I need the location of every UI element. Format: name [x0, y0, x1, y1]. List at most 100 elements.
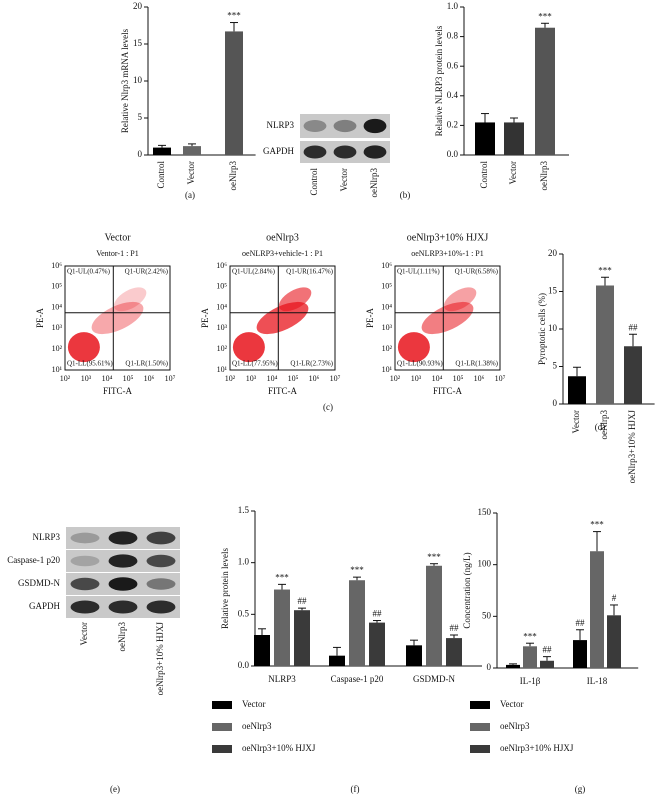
legend-label: oeNlrp3 [242, 721, 272, 731]
x-tick-label: 10⁵ [123, 374, 134, 383]
blot-band [146, 600, 176, 614]
y-tick-label: 20 [548, 248, 558, 258]
x-tick-label: 10³ [411, 374, 422, 383]
blot-lane-label: Vector [79, 622, 89, 646]
y-tick-label: 150 [478, 507, 492, 517]
x-tick-label: 10⁷ [330, 374, 341, 383]
blot-band [333, 145, 357, 159]
x-tick-label: Caspase-1 p20 [331, 674, 384, 684]
quadrant-label: Q1-UL(0.47%) [67, 268, 111, 276]
flow-subtitle: Ventor-1 : P1 [96, 249, 139, 258]
bar [406, 645, 422, 666]
blot-band [146, 531, 176, 545]
y-tick-label: 0 [553, 398, 558, 408]
y-tick-label: 10¹ [217, 365, 228, 374]
legend-label: oeNlrp3 [500, 721, 530, 731]
x-axis-label: FITC-A [103, 386, 133, 396]
bar [446, 638, 462, 666]
blot-row-label: GAPDH [263, 146, 295, 156]
y-axis-label: PE-A [35, 308, 45, 329]
x-tick-label: 10² [60, 374, 71, 383]
blot-row-label: Caspase-1 p20 [7, 555, 60, 565]
y-tick-label: 15 [548, 286, 558, 296]
panel-label: (e) [110, 784, 120, 794]
y-tick-label: 10¹ [382, 365, 393, 374]
y-tick-label: 10⁶ [51, 261, 62, 270]
x-tick-label: Control [479, 161, 489, 189]
legend-swatch [212, 701, 232, 709]
event-cloud [232, 332, 265, 363]
quadrant-label: Q1-LL(95.61%) [67, 360, 113, 368]
blot-lane-label: oeNlrp3+10% HJXJ [155, 622, 165, 696]
blot-band [70, 600, 100, 614]
quadrant-label: Q1-LL(90.93%) [397, 360, 443, 368]
event-cloud [278, 287, 312, 312]
flow-frame [229, 265, 336, 371]
x-tick-label: 10² [390, 374, 401, 383]
blot-lane-label: oeNlrp3 [369, 168, 379, 198]
y-tick-label: 10¹ [52, 365, 63, 374]
significance-label: # [612, 593, 617, 603]
bar [624, 346, 642, 404]
bar [573, 640, 587, 668]
x-tick-label: Vector [186, 161, 196, 185]
significance-label: *** [427, 552, 441, 562]
blot-row-label: GAPDH [29, 601, 61, 611]
y-tick-label: 1.0 [447, 1, 459, 11]
bar [504, 122, 524, 155]
significance-label: *** [538, 11, 552, 21]
x-tick-label: 10⁴ [432, 374, 443, 383]
y-axis-label: Relative NLRP3 protein levels [434, 25, 444, 136]
blot-band [303, 120, 327, 132]
y-axis-label: Relative Nlrp3 mRNA levels [120, 28, 130, 133]
bar [225, 31, 243, 156]
y-tick-label: 10⁵ [51, 282, 62, 291]
significance-label: ## [629, 322, 639, 332]
x-tick-label: 10³ [246, 374, 257, 383]
y-axis-label: Concentration (ng/L) [462, 552, 472, 628]
x-tick-label: 10³ [81, 374, 92, 383]
bar [329, 655, 345, 666]
event-cloud [113, 287, 147, 312]
legend-swatch [212, 745, 232, 753]
flow-subtitle: oeNLRP3+vehicle-1 : P1 [242, 249, 323, 258]
x-tick-label: Vector [571, 410, 581, 434]
y-axis-label: PE-A [365, 308, 375, 329]
x-tick-label: 10⁶ [309, 374, 320, 383]
quadrant-label: Q1-LL(77.95%) [232, 360, 278, 368]
legend-label: oeNlrp3+10% HJXJ [242, 743, 316, 753]
y-tick-label: 5 [138, 112, 143, 122]
y-tick-label: 50 [482, 610, 492, 620]
bar [607, 615, 621, 668]
bar [349, 580, 365, 666]
x-tick-label: 10⁴ [102, 374, 113, 383]
y-tick-label: 10² [382, 344, 393, 353]
event-cloud [67, 332, 100, 363]
y-tick-label: 10³ [217, 323, 228, 332]
bar [426, 565, 442, 666]
x-tick-label: 10⁵ [453, 374, 464, 383]
y-axis-label: Pyroptotic cells (%) [537, 293, 547, 365]
quadrant-label: Q1-LR(1.50%) [125, 360, 168, 368]
bar [294, 610, 310, 666]
x-tick-label: 10⁴ [267, 374, 278, 383]
x-tick-label: 10⁷ [495, 374, 506, 383]
y-axis-label: Relative protein levels [220, 548, 230, 629]
x-tick-label: 10⁶ [474, 374, 485, 383]
y-tick-label: 10² [52, 344, 63, 353]
bar [596, 285, 614, 404]
y-tick-label: 0.6 [447, 60, 459, 70]
flow-title: oeNlrp3 [266, 232, 299, 243]
significance-label: ## [576, 618, 586, 628]
y-tick-label: 15 [133, 38, 143, 48]
y-tick-label: 10⁴ [216, 302, 227, 311]
bar [506, 664, 520, 668]
y-tick-label: 10⁶ [216, 261, 227, 270]
y-tick-label: 0.8 [447, 31, 459, 41]
bar [475, 122, 495, 155]
y-tick-label: 10⁴ [51, 302, 62, 311]
x-tick-label: oeNlrp3 [599, 410, 609, 440]
x-tick-label: oeNlrp3 [228, 161, 238, 191]
x-axis-label: FITC-A [433, 386, 463, 396]
